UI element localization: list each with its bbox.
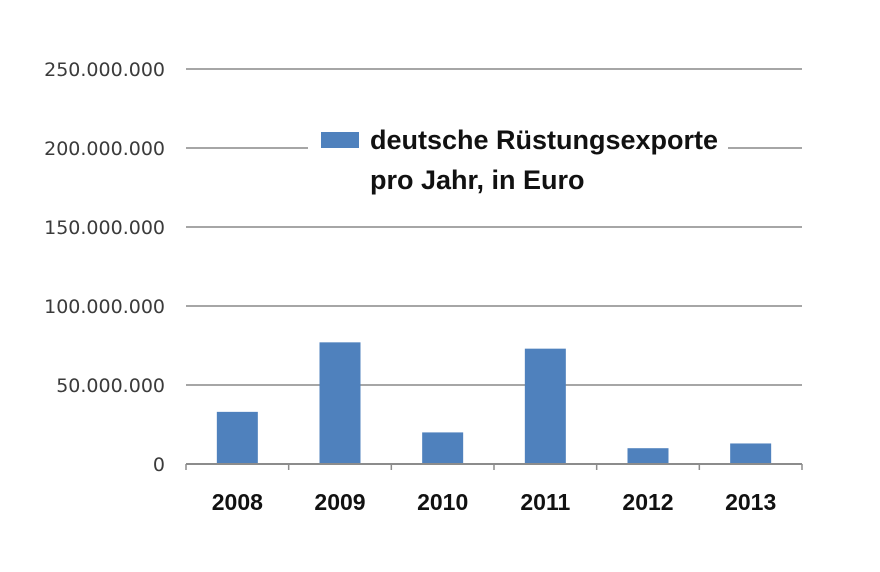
y-axis-tick-labels: 0 50.000.000 100.000.000 150.000.000 200.000… <box>44 59 165 476</box>
y-tick-label: 250.000.000 <box>44 59 165 81</box>
y-tick-label: 0 <box>153 454 165 476</box>
x-tick-label: 2009 <box>314 489 365 515</box>
y-tick-label: 200.000.000 <box>44 138 165 160</box>
x-tick-label: 2010 <box>417 489 468 515</box>
x-tick-label: 2011 <box>520 489 570 515</box>
legend-label-line-2: pro Jahr, in Euro <box>370 165 585 195</box>
gridlines <box>186 68 802 386</box>
bar-2011 <box>524 348 566 464</box>
x-tick-label: 2013 <box>725 489 776 515</box>
y-tick-label: 150.000.000 <box>44 217 165 239</box>
y-tick-label: 100.000.000 <box>44 296 165 318</box>
bar-2008 <box>216 411 258 464</box>
bar-2012 <box>627 448 669 464</box>
y-tick-label: 50.000.000 <box>56 375 165 397</box>
x-tick-label: 2012 <box>622 489 673 515</box>
legend-background <box>308 118 728 202</box>
legend-swatch <box>321 132 359 148</box>
x-tick-label: 2008 <box>212 489 263 515</box>
legend-label-line-1: deutsche Rüstungsexporte <box>370 125 718 155</box>
legend: deutsche Rüstungsexporte pro Jahr, in Eu… <box>308 118 728 202</box>
x-axis-tick-labels: 2008 2009 2010 2011 2012 2013 <box>185 464 803 515</box>
bar-2013 <box>730 443 772 464</box>
bars <box>216 342 772 464</box>
bar-2010 <box>422 432 464 464</box>
bar-2009 <box>319 342 361 464</box>
